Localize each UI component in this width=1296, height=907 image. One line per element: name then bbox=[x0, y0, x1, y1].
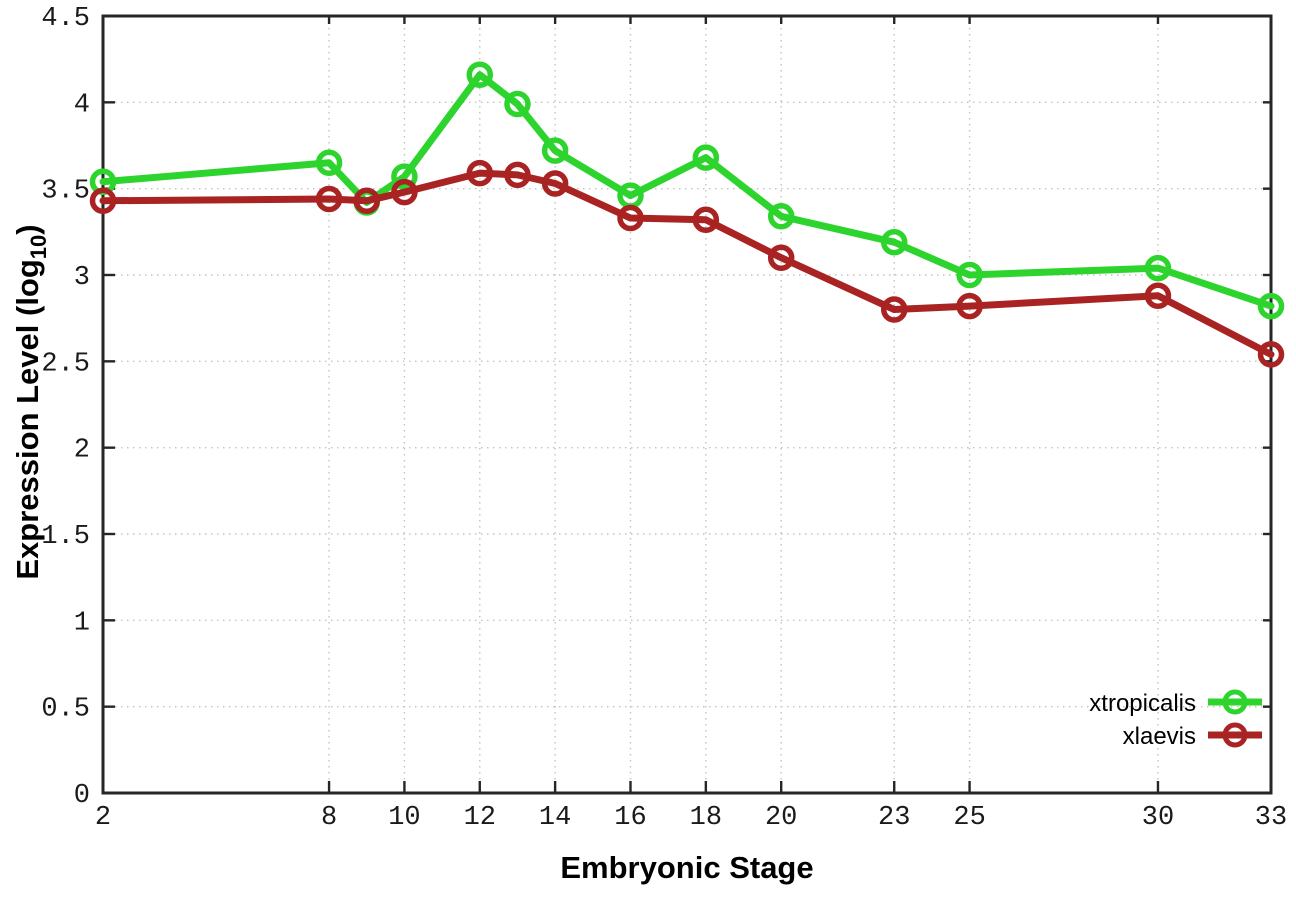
x-axis-title: Embryonic Stage bbox=[560, 850, 813, 885]
legend-sample-marker-xlaevis bbox=[1222, 722, 1248, 748]
x-tick-label: 20 bbox=[765, 803, 797, 833]
x-tick-label: 2 bbox=[95, 803, 111, 833]
y-tick-label: 3.5 bbox=[41, 177, 90, 207]
y-tick-label: 3 bbox=[74, 263, 90, 293]
y-tick-label: 1 bbox=[74, 608, 90, 638]
data-point-xlaevis bbox=[89, 187, 117, 215]
data-point-xlaevis bbox=[353, 187, 380, 215]
data-point-xlaevis bbox=[391, 178, 418, 206]
x-tick-label: 14 bbox=[539, 803, 571, 833]
legend: xtropicalis xlaevis bbox=[1089, 689, 1262, 750]
grid-layer bbox=[102, 15, 1272, 794]
legend-samples bbox=[1208, 689, 1262, 748]
x-tick-label: 8 bbox=[321, 803, 337, 833]
x-tick-label: 25 bbox=[953, 803, 985, 833]
data-point-xlaevis bbox=[1144, 282, 1172, 309]
data-point-xtropicalis bbox=[880, 228, 908, 256]
x-tick-label: 12 bbox=[464, 803, 496, 833]
y-axis-title-suffix: ) bbox=[10, 224, 45, 234]
data-point-xtropicalis bbox=[956, 261, 983, 289]
y-tick-label: 1.5 bbox=[41, 522, 90, 552]
data-point-xlaevis bbox=[541, 170, 569, 197]
legend-sample-marker-xtropicalis bbox=[1222, 689, 1248, 715]
series-line-xtropicalis bbox=[99, 71, 1275, 310]
data-point-xlaevis bbox=[466, 159, 494, 187]
tick-label-layer: 2 8 10 12 14 16 18 20 23 25 30 33 0 0.5 1 1.5 2 2.5 3 3.5 4 4… bbox=[41, 4, 1287, 833]
tick-layer bbox=[101, 14, 1273, 795]
x-tick-label: 18 bbox=[690, 803, 722, 833]
legend-label-xtropicalis: xtropicalis bbox=[1089, 690, 1196, 717]
data-point-xtropicalis bbox=[767, 203, 795, 230]
y-tick-label: 4.5 bbox=[41, 4, 90, 34]
data-point-xtropicalis bbox=[1257, 292, 1285, 320]
plot-border bbox=[101, 14, 1273, 795]
y-tick-label: 4 bbox=[74, 90, 90, 120]
data-point-xlaevis bbox=[880, 296, 908, 323]
x-tick-label: 33 bbox=[1255, 803, 1287, 833]
y-tick-label: 2 bbox=[74, 436, 90, 466]
data-point-xtropicalis bbox=[466, 61, 494, 88]
data-point-xtropicalis bbox=[504, 90, 531, 118]
data-point-xlaevis bbox=[767, 244, 795, 271]
y-axis-title-main: Expression Level (log bbox=[10, 259, 45, 579]
data-point-xtropicalis bbox=[692, 144, 720, 171]
series-line-xlaevis bbox=[99, 169, 1275, 358]
data-point-xtropicalis bbox=[391, 163, 418, 190]
data-point-xlaevis bbox=[692, 206, 720, 233]
data-point-xtropicalis bbox=[541, 137, 569, 164]
legend-label-xlaevis: xlaevis bbox=[1123, 723, 1196, 750]
data-point-xlaevis bbox=[956, 292, 983, 320]
x-tick-label: 30 bbox=[1142, 803, 1174, 833]
y-tick-label: 0 bbox=[74, 781, 90, 811]
x-tick-label: 23 bbox=[878, 803, 910, 833]
series-layer bbox=[89, 61, 1285, 368]
y-axis-title: Expression Level (log10) bbox=[10, 224, 51, 579]
y-tick-label: 0.5 bbox=[41, 695, 90, 725]
y-axis-title-subscript: 10 bbox=[26, 235, 51, 259]
data-point-xlaevis bbox=[1257, 341, 1285, 368]
data-point-xlaevis bbox=[617, 204, 644, 232]
data-point-xtropicalis bbox=[1144, 254, 1172, 282]
x-tick-label: 16 bbox=[614, 803, 646, 833]
y-tick-label: 2.5 bbox=[41, 349, 90, 379]
x-tick-label: 10 bbox=[388, 803, 420, 833]
data-point-xlaevis bbox=[504, 161, 531, 189]
data-point-xtropicalis bbox=[315, 149, 343, 177]
data-point-xlaevis bbox=[315, 185, 343, 213]
